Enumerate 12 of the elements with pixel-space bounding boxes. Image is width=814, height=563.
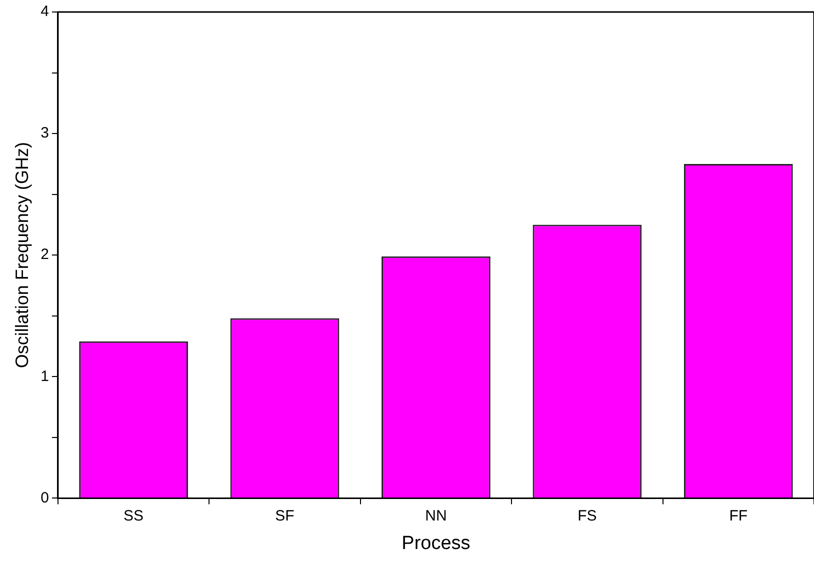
y-tick-label: 1 [40, 368, 49, 385]
y-tick-label: 2 [40, 246, 49, 264]
x-tick-label: FS [578, 507, 597, 524]
y-tick-label: 3 [40, 124, 49, 142]
x-tick-label: FF [729, 507, 748, 524]
x-axis-title: Process [402, 532, 470, 554]
x-tick-label: SF [275, 507, 294, 524]
y-tick-label: 0 [40, 489, 49, 506]
x-tick-label: SS [124, 507, 144, 524]
x-tick-label: NN [425, 507, 447, 524]
y-tick-label: 4 [40, 3, 49, 20]
y-axis-title: Oscillation Frequency (GHz) [12, 142, 32, 368]
